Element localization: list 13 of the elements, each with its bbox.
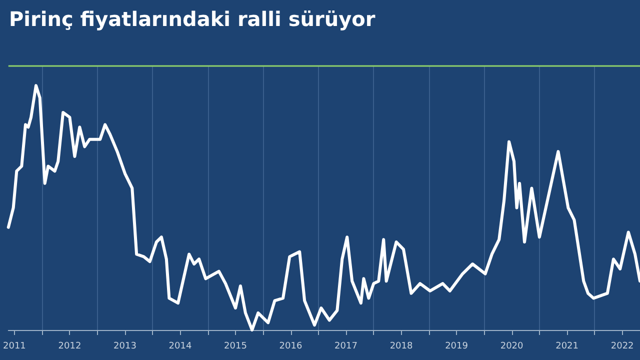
x-tick-label: 2022 — [610, 342, 634, 352]
x-tick-label: 2018 — [390, 342, 413, 352]
x-tick-label: 2021 — [556, 342, 579, 352]
x-tick-label: 2019 — [445, 342, 468, 352]
x-tick-label: 2017 — [334, 342, 358, 352]
x-tick-label: 2012 — [58, 342, 82, 352]
chart-title: Pirinç fiyatlarındaki ralli sürüyor — [9, 7, 376, 31]
x-tick-label: 2015 — [224, 342, 247, 352]
x-tick-label: 2016 — [279, 342, 302, 352]
x-tick-label: 2020 — [500, 342, 524, 352]
x-tick-label: 2014 — [168, 342, 192, 352]
x-tick-label: 2011 — [3, 342, 26, 352]
x-tick-label: 2013 — [114, 342, 136, 352]
